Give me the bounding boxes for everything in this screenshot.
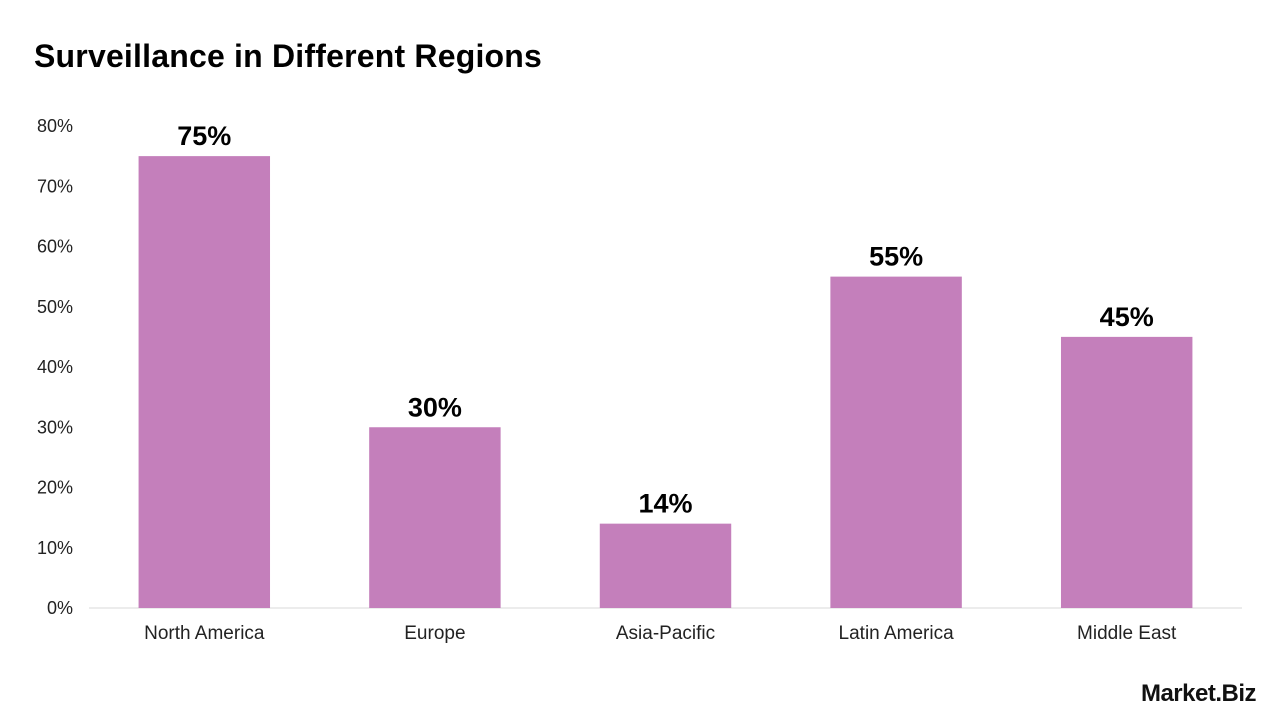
x-tick-label: Latin America xyxy=(839,623,955,644)
data-label: 14% xyxy=(638,489,692,519)
brand-logo: Market.Biz xyxy=(1140,680,1257,707)
x-tick-label: Europe xyxy=(404,623,465,644)
y-tick-label: 80% xyxy=(37,116,73,136)
data-label: 55% xyxy=(869,242,923,272)
brand-logo-text: Market.Biz xyxy=(1140,680,1257,707)
y-tick-label: 10% xyxy=(37,538,73,558)
y-axis: 0% 10% 20% 30% 40% 50% 60% 70% 80% xyxy=(37,116,73,618)
bar xyxy=(1060,336,1193,608)
data-label: 30% xyxy=(408,392,462,422)
bars xyxy=(138,156,1193,608)
bar xyxy=(830,276,962,608)
x-tick-label: Middle East xyxy=(1077,623,1177,644)
x-tick-label: North America xyxy=(144,623,265,644)
data-label: 75% xyxy=(177,121,231,151)
x-axis: North America Europe Asia-Pacific Latin Ame… xyxy=(144,623,1177,644)
bar xyxy=(369,427,501,608)
data-labels: 75% 30% 14% 55% 45% xyxy=(177,121,1153,519)
y-tick-label: 40% xyxy=(37,357,73,377)
y-tick-label: 30% xyxy=(37,417,73,437)
bar xyxy=(138,156,271,608)
y-tick-label: 0% xyxy=(47,598,73,618)
y-tick-label: 60% xyxy=(37,237,73,257)
chart-title: Surveillance in Different Regions xyxy=(34,38,543,74)
data-label: 45% xyxy=(1100,302,1154,332)
y-tick-label: 20% xyxy=(37,478,73,498)
x-tick-label: Asia-Pacific xyxy=(616,623,715,644)
bar xyxy=(599,523,732,608)
y-tick-label: 50% xyxy=(37,297,73,317)
y-tick-label: 70% xyxy=(37,176,73,196)
